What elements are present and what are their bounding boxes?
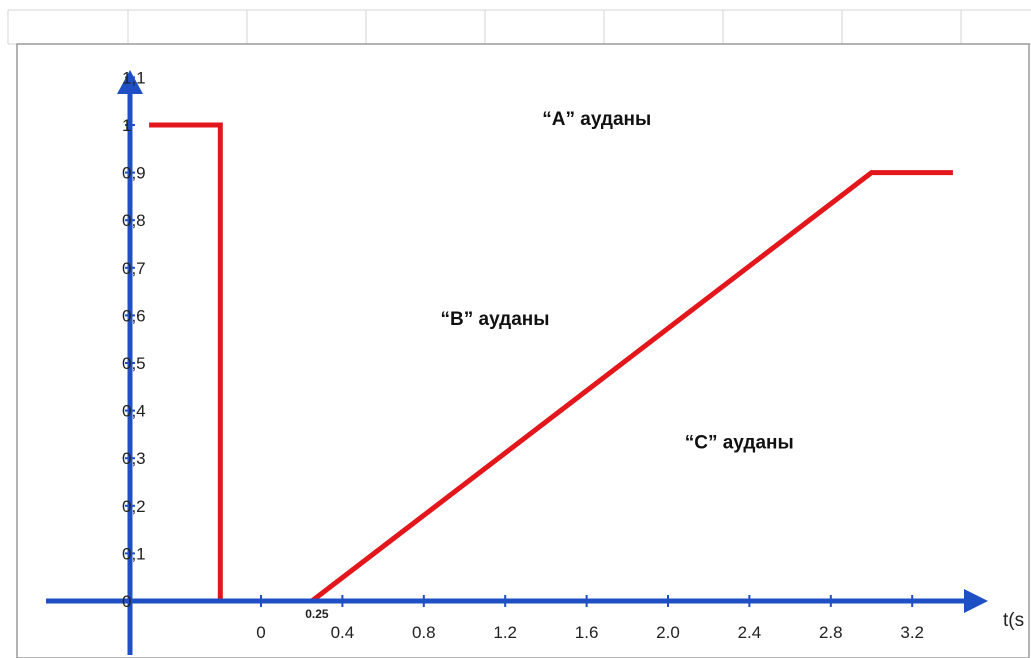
x-tick-label: 2.8	[819, 623, 843, 642]
x-tick-label: 2.0	[656, 623, 680, 642]
y-tick-label: 0	[122, 592, 131, 611]
y-tick-label: 1,1	[122, 68, 146, 87]
x-tick-label: 0	[256, 623, 265, 642]
y-tick-label: 0,6	[122, 306, 146, 325]
chart-frame	[16, 43, 1030, 658]
x-tick-label: 0.4	[331, 623, 355, 642]
y-tick-label: 0,9	[122, 164, 146, 183]
region-label: “C” ауданы	[685, 433, 794, 454]
x-tick-labels: 0 0.4 0.8 1.2 1.6 2.0 2.4 2.8 3.2 0.25	[256, 607, 924, 642]
x-axis-label: t(s	[1003, 610, 1024, 631]
x-tick-label: 0.8	[412, 623, 436, 642]
x-tick-label: 3.2	[900, 623, 924, 642]
region-label: “B” ауданы	[441, 309, 550, 330]
axis-layer	[46, 70, 988, 655]
y-axis-arrow	[117, 70, 143, 94]
y-tick-label: 0,7	[122, 259, 146, 278]
series-layer	[149, 122, 953, 604]
x-axis-arrow	[964, 589, 988, 613]
x-tick-label-start: 0.25	[305, 607, 329, 621]
x-tick-label: 1.2	[493, 623, 517, 642]
y-tick-labels: 0 0,1 0,2 0,3 0,4 0,5 0,6 0,7 0,8 0,9 1 1,1	[122, 68, 146, 611]
y-tick-label: 0,5	[122, 354, 146, 373]
region-annotations: “A” ауданы “B” ауданы “C” ауданы	[441, 109, 794, 454]
y-tick-label: 0,8	[122, 211, 146, 230]
y-tick-label: 0,3	[122, 449, 146, 468]
x-tick-label: 1.6	[575, 623, 599, 642]
data-series-line	[149, 122, 953, 604]
region-label: “A” ауданы	[542, 109, 651, 130]
y-tick-label: 0,2	[122, 497, 146, 516]
x-tick-label: 2.4	[738, 623, 762, 642]
y-tick-label: 0,4	[122, 402, 146, 421]
y-tick-label: 0,1	[122, 544, 146, 563]
sheet-gridlines	[7, 9, 1031, 45]
y-tick-label: 1	[122, 116, 131, 135]
